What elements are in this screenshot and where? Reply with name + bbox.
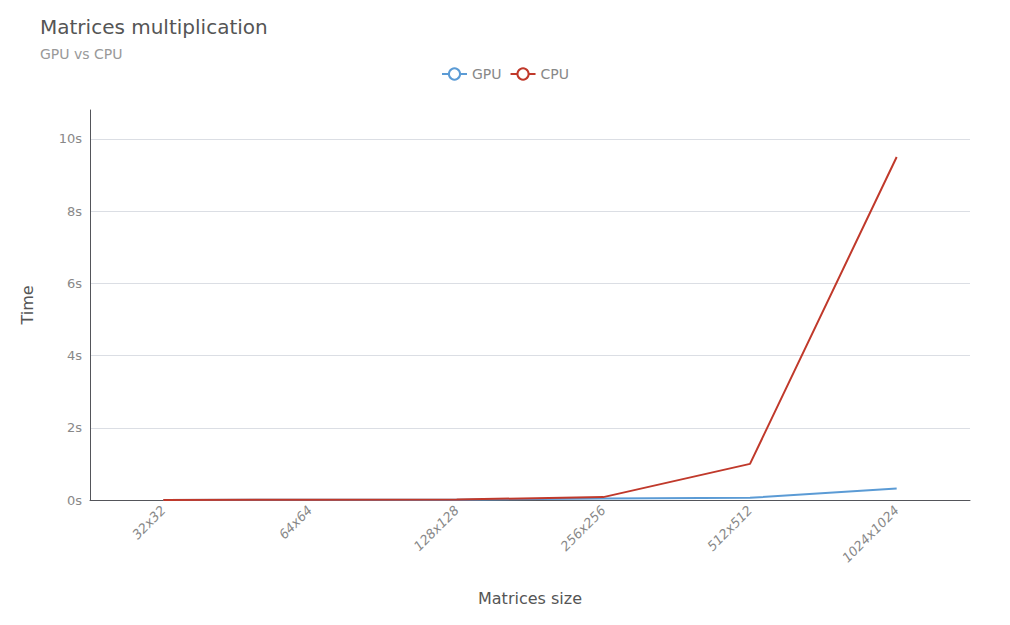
svg-text:4s: 4s — [67, 348, 82, 363]
svg-text:GPU: GPU — [472, 66, 502, 82]
svg-text:Time: Time — [18, 285, 37, 325]
svg-text:512x512: 512x512 — [704, 503, 755, 554]
svg-text:128x128: 128x128 — [411, 503, 462, 554]
svg-text:Matrices size: Matrices size — [478, 589, 582, 608]
svg-text:8s: 8s — [67, 204, 82, 219]
svg-text:10s: 10s — [59, 131, 83, 146]
svg-text:GPU vs CPU: GPU vs CPU — [40, 46, 122, 62]
svg-text:6s: 6s — [67, 276, 82, 291]
svg-text:256x256: 256x256 — [558, 503, 609, 554]
svg-text:2s: 2s — [67, 420, 82, 435]
svg-text:32x32: 32x32 — [129, 503, 168, 542]
svg-text:Matrices multiplication: Matrices multiplication — [40, 15, 268, 39]
svg-text:1024x1024: 1024x1024 — [839, 503, 902, 566]
svg-text:0s: 0s — [67, 493, 82, 508]
svg-text:CPU: CPU — [541, 66, 569, 82]
svg-text:64x64: 64x64 — [276, 503, 315, 542]
